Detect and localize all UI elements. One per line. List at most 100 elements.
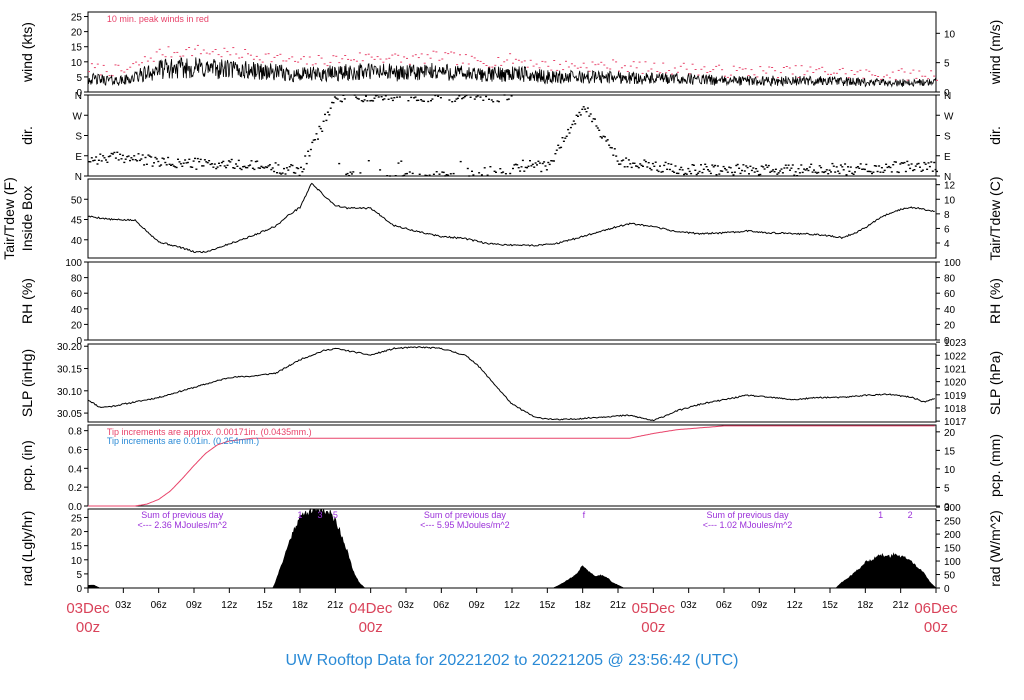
slp-tick-label-right: 1018 [944,404,967,415]
rad-tick-label-right: 150 [944,544,961,555]
x-date-label: 05Dec [632,600,676,617]
dir-tick-label-right: S [944,132,951,143]
x-hour-label: 12z [221,600,237,611]
rad-tick-label-right: 50 [944,571,956,582]
x-hour-label: 09z [469,600,485,611]
x-hour-label: 15z [539,600,555,611]
rad-marker-label: f [583,510,586,520]
x-hour-label: 09z [751,600,767,611]
rh-tick-label-left: 0 [76,336,82,347]
rh-tick-label-right: 20 [944,320,956,331]
slp-tick-label-right: 1017 [944,417,967,428]
wind-speed-series [87,57,937,88]
pcp-note-blue: Tip increments are 0.01in. (0.254mm.) [107,436,259,446]
temp-panel-frame [87,178,937,259]
slp-right-axis-title: SLP (hPa) [987,351,1003,415]
pcp-tick-label-left: 0.2 [68,483,82,494]
slp-tick-label-left: 30.10 [57,387,82,398]
slp-left-axis-title: SLP (inHg) [19,349,35,417]
wind-tick-label-left: 25 [71,13,83,24]
rad-tick-label-right: 100 [944,557,961,568]
dir-tick-label-right: N [944,172,951,183]
temp-tick-label-right: 8 [944,210,950,221]
rad-right-axis-title: rad (W/m^2) [987,510,1003,587]
x-hour-label: 06z [151,600,167,611]
pcp-right-axis-title: pcp. (mm) [987,434,1003,497]
rh-tick-label-left: 80 [71,274,83,285]
rh-left-axis-title: RH (%) [19,278,35,324]
dir-tick-label-left: S [75,132,82,143]
pcp-tick-label-right: 0 [944,502,950,513]
slp-tick-label-right: 1020 [944,378,967,389]
wind-tick-label-left: 0 [76,88,82,99]
rad-left-axis-title: rad (Lgly/hr) [19,511,35,586]
x-date-label: 03Dec [66,600,110,617]
pcp-tick-label-left: 0.8 [68,427,82,438]
rad-day-note-title-2: Sum of previous day [424,510,507,520]
dir-tick-label-right: W [944,111,954,122]
x-hour-label: 09z [186,600,202,611]
x-date-time-label: 00z [76,619,100,636]
wind-right-axis-title: wind (m/s) [987,20,1003,86]
x-hour-label: 06z [433,600,449,611]
rad-marker-label: 3 [318,510,323,520]
rad-day-note-value-3: <--- 1.02 MJoules/m^2 [703,520,793,530]
temp-tick-label-right: 10 [944,195,956,206]
rh-panel-frame [87,261,937,341]
precipitation-series [88,425,935,507]
rh-tick-label-left: 40 [71,305,83,316]
rad-day-note-value-1: <--- 2.36 MJoules/m^2 [137,520,227,530]
dir-tick-label-left: N [75,172,82,183]
temp-tick-label-right: 4 [944,239,950,250]
temp-tick-label-right: 6 [944,224,950,235]
rh-tick-label-left: 100 [65,258,82,269]
dir-right-axis-title: dir. [987,126,1003,145]
x-hour-label: 12z [504,600,520,611]
x-hour-label: 21z [610,600,626,611]
temp-tick-label-left: 40 [71,236,83,247]
x-date-time-label: 00z [641,619,665,636]
rad-marker-label: 1 [878,510,883,520]
slp-tick-label-right: 1022 [944,351,967,362]
x-date-label: 06Dec [914,600,958,617]
slp-tick-label-right: 1019 [944,391,967,402]
temp-tick-label-left: 50 [71,195,83,206]
pcp-panel-frame [87,424,937,507]
rad-tick-label-right: 0 [944,584,950,595]
x-hour-label: 15z [257,600,273,611]
wind-tick-label-right: 0 [944,88,950,99]
sea-level-pressure-series [87,346,935,422]
pcp-tick-label-left: 0.0 [68,502,82,513]
rh-tick-label-right: 60 [944,289,956,300]
temp-right-axis-title: Tair/Tdew (C) [987,176,1003,260]
temp-left-axis-subtitle: Inside Box [19,186,35,251]
rad-day-note-title-1: Sum of previous day [141,510,224,520]
x-hour-label: 03z [115,600,131,611]
x-date-time-label: 00z [924,619,948,636]
pcp-tick-label-right: 15 [944,446,956,457]
rh-tick-label-right: 0 [944,336,950,347]
rh-tick-label-left: 20 [71,320,83,331]
pcp-tick-label-left: 0.4 [68,464,82,475]
dir-tick-label-left: N [75,91,82,102]
x-hour-label: 12z [787,600,803,611]
pcp-left-axis-title: pcp. (in) [19,440,35,491]
slp-tick-label-left: 30.20 [57,342,82,353]
rad-marker-label: 2 [908,510,913,520]
wind-tick-label-left: 10 [71,58,83,69]
temp-left-axis-title: Tair/Tdew (F) [1,177,17,259]
rad-day-note-value-2: <--- 5.95 MJoules/m^2 [420,520,510,530]
wind-tick-label-left: 15 [71,43,83,54]
temp-tick-label-right: 12 [944,181,956,192]
slp-tick-label-left: 30.15 [57,365,82,376]
x-hour-label: 03z [398,600,414,611]
x-hour-label: 06z [716,600,732,611]
dir-tick-label-right: E [944,152,951,163]
x-hour-label: 21z [327,600,343,611]
x-hour-label: 15z [822,600,838,611]
x-hour-label: 21z [893,600,909,611]
air-temperature-series [87,182,935,254]
x-date-label: 04Dec [349,600,393,617]
